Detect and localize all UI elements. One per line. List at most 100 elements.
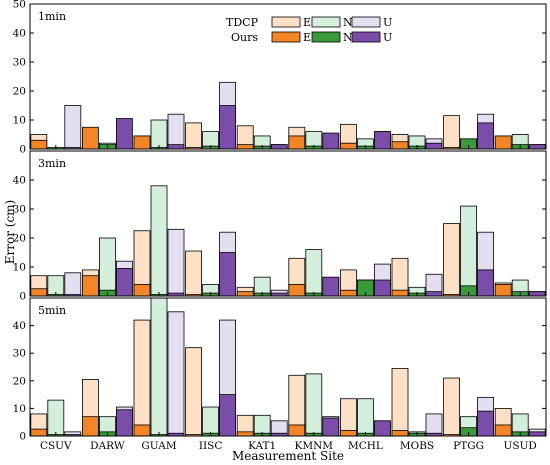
y-tick-label: 10: [13, 115, 26, 127]
bar-ours-n-ptgg: [460, 138, 478, 149]
bar-tdcp-e-guam: [133, 319, 151, 436]
bar-tdcp-u-guam: [167, 113, 185, 149]
bar-tdcp-n-guam: [150, 298, 168, 436]
bar-ours-e-usud: [494, 424, 512, 436]
bar-tdcp-n-darw: [99, 237, 116, 296]
bar-ours-u-iisc: [219, 105, 237, 149]
panel-3min: 0 10 20 30 40 3min: [13, 150, 547, 303]
bar-ours-u-usud: [528, 431, 546, 436]
y-tick-label: 20: [13, 233, 26, 245]
bar-ours-e-mobs: [391, 289, 409, 296]
bar-tdcp-u-csuv: [64, 105, 82, 149]
bar-tdcp-e-ptgg: [443, 115, 461, 149]
bar-tdcp-e-iisc: [185, 122, 203, 149]
bar-tdcp-e-iisc: [185, 347, 203, 436]
x-tick-label: MCHL: [348, 440, 383, 452]
bar-ours-e-darw: [82, 416, 99, 436]
panel-frame: [29, 150, 547, 297]
bar-ours-u-mobs: [425, 291, 443, 296]
bar-ours-u-guam: [167, 144, 185, 149]
legend-group-label: TDCP: [226, 16, 259, 29]
bar-tdcp-u-mobs: [425, 413, 443, 436]
y-tick-label: 30: [13, 348, 26, 360]
bar-ours-e-iisc: [185, 147, 203, 149]
bar-ours-e-ptgg: [443, 147, 461, 149]
x-tick-label: GUAM: [141, 440, 176, 452]
y-axis-label: Error (cm): [3, 200, 17, 264]
bar-ours-e-csuv: [30, 288, 48, 296]
legend-group-label: Ours: [231, 31, 258, 44]
bar-tdcp-e-guam: [133, 230, 151, 296]
bar-tdcp-e-kat1: [236, 125, 254, 149]
bar-ours-u-kmnm: [322, 132, 340, 149]
x-axis-label: Measurement Site: [232, 449, 344, 463]
bar-ours-e-kat1: [236, 291, 254, 296]
bar-ours-u-ptgg: [477, 410, 495, 436]
y-tick-label: 10: [13, 403, 26, 415]
bars: [30, 81, 546, 149]
legend-entry-label: U: [383, 16, 392, 29]
bar-ours-u-darw: [116, 268, 133, 296]
bars: [30, 298, 546, 436]
legend-entry-label: E: [303, 31, 311, 44]
bar-tdcp-n-csuv: [47, 399, 65, 436]
bar-tdcp-n-usud: [511, 413, 529, 436]
bar-ours-e-mobs: [391, 430, 409, 436]
bar-ours-e-mchl: [339, 142, 357, 149]
y-tick-label: 20: [13, 375, 26, 387]
bar-ours-e-darw: [82, 275, 99, 296]
y-tick-label: 40: [13, 28, 26, 40]
bar-ours-u-mchl: [373, 131, 391, 149]
bar-tdcp-n-kmnm: [305, 249, 323, 296]
bar-ours-e-usud: [494, 135, 512, 149]
y-tick-label: 0: [19, 431, 26, 443]
legend: TDCP E N U Ours E N U: [226, 16, 392, 44]
bar-ours-e-kat1: [236, 144, 254, 149]
legend-swatch-tdcp-e: [271, 16, 301, 28]
bar-tdcp-n-iisc: [202, 131, 220, 149]
bar-ours-u-guam: [167, 292, 185, 296]
y-tick-label: 30: [13, 204, 26, 216]
legend-entry-label: E: [303, 16, 311, 29]
y-tick-label: 40: [13, 175, 26, 187]
bar-ours-e-darw: [82, 126, 99, 149]
bar-ours-e-kmnm: [288, 424, 306, 436]
bar-tdcp-n-kmnm: [305, 131, 323, 149]
bar-ours-u-ptgg: [477, 122, 495, 149]
bar-tdcp-n-guam: [150, 119, 168, 149]
panel-5min: 0 10 20 30 40 5min: [13, 297, 547, 443]
bar-ours-n-ptgg: [460, 427, 478, 436]
bar-ours-u-mchl: [373, 420, 391, 436]
bar-ours-u-darw: [116, 409, 133, 436]
bar-ours-u-csuv: [64, 147, 82, 149]
bar-tdcp-n-guam: [150, 185, 168, 296]
bar-ours-e-csuv: [30, 428, 48, 436]
bar-ours-u-iisc: [219, 394, 237, 436]
x-tick-label: KAT1: [248, 440, 276, 452]
bar-tdcp-n-ptgg: [460, 205, 478, 296]
bar-tdcp-u-csuv: [64, 272, 82, 296]
x-tick-label: MOBS: [400, 440, 434, 452]
bar-ours-u-kat1: [270, 292, 288, 296]
x-tick-label: CSUV: [40, 440, 72, 452]
bar-ours-u-ptgg: [477, 269, 495, 296]
bar-ours-e-kat1: [236, 431, 254, 436]
panel-label: 1min: [38, 10, 66, 23]
legend-entry-label: N: [343, 16, 353, 29]
bar-ours-e-guam: [133, 135, 151, 149]
bar-ours-u-darw: [116, 118, 133, 149]
bar-ours-n-ptgg: [460, 285, 478, 296]
legend-entry-label: N: [343, 31, 353, 44]
bar-ours-e-kmnm: [288, 135, 306, 149]
panel-1min: 0 10 20 30 40 50 1min: [13, 0, 547, 156]
bar-tdcp-n-iisc: [202, 406, 220, 436]
bar-tdcp-u-guam: [167, 228, 185, 296]
bar-ours-u-iisc: [219, 252, 237, 296]
bar-tdcp-e-kmnm: [288, 374, 306, 436]
bar-ours-e-mchl: [339, 289, 357, 296]
x-tick-label: PTGG: [453, 440, 484, 452]
bar-tdcp-u-kat1: [270, 420, 288, 436]
legend-swatch-ours-e: [271, 31, 301, 43]
bar-tdcp-u-guam: [167, 311, 185, 436]
